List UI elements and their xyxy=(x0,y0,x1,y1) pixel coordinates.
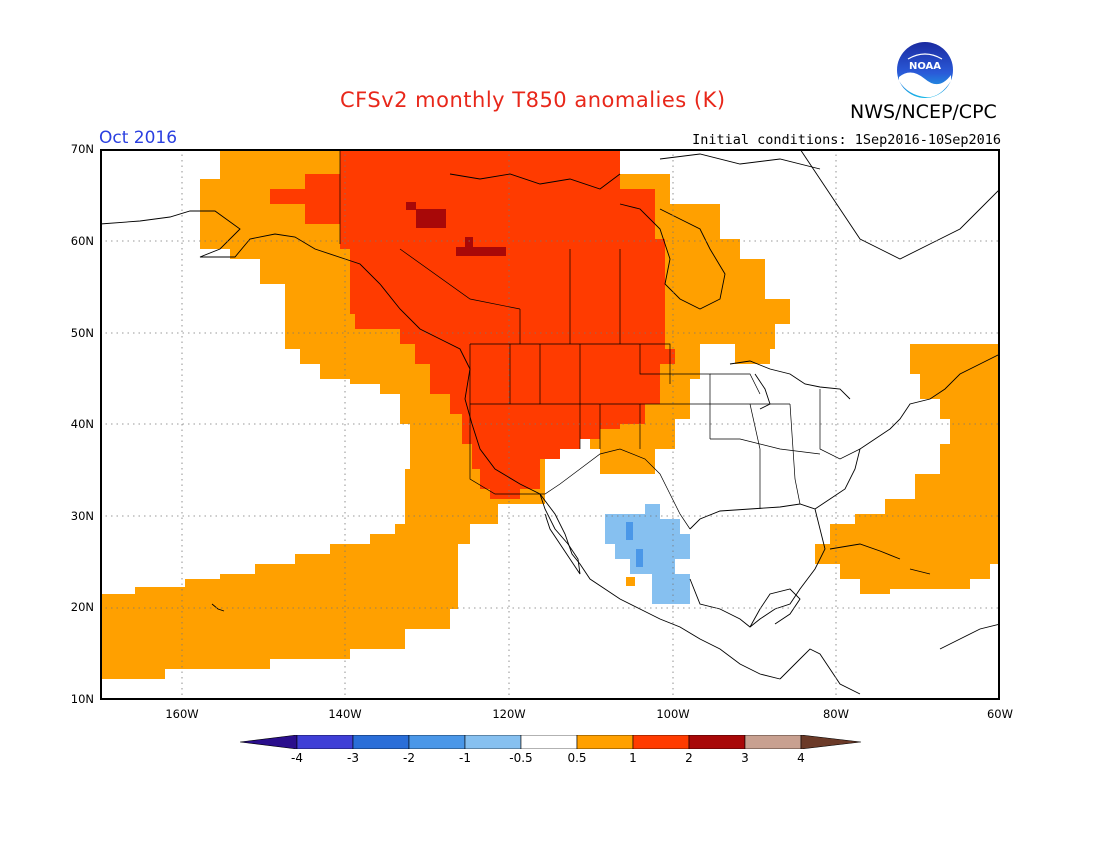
colorbar-label: 1 xyxy=(629,751,637,765)
forecast-month: Oct 2016 xyxy=(99,128,178,148)
coastlines xyxy=(100,149,1000,695)
lat-label: 30N xyxy=(70,509,94,523)
anomaly-region-2-3 xyxy=(456,247,506,256)
colorbar-label: -0.5 xyxy=(509,751,533,765)
colorbar-label: -1 xyxy=(459,751,471,765)
colorbar-label: 0.5 xyxy=(567,751,587,765)
lat-label: 50N xyxy=(70,326,94,340)
colorbar-segment xyxy=(408,735,466,749)
anomaly-region-neg1-neg2 xyxy=(636,549,643,567)
colorbar-segment xyxy=(688,735,746,749)
lat-label: 10N xyxy=(70,692,94,706)
colorbar-segment xyxy=(576,735,634,749)
lon-label: 120W xyxy=(492,707,526,721)
logo-text: NOAA xyxy=(909,61,941,72)
lat-label: 40N xyxy=(70,417,94,431)
lon-label: 80W xyxy=(822,707,849,721)
colorbar-segment xyxy=(296,735,354,749)
lat-label: 20N xyxy=(70,600,94,614)
colorbar-segment xyxy=(240,735,298,749)
lon-label: 160W xyxy=(165,707,199,721)
colorbar-label: 3 xyxy=(741,751,749,765)
anomaly-region-2-3 xyxy=(416,209,446,228)
agency-label: NWS/NCEP/CPC xyxy=(850,101,997,123)
colorbar-label: -2 xyxy=(403,751,415,765)
colorbar-label: 4 xyxy=(797,751,805,765)
colorbar-label: 2 xyxy=(685,751,693,765)
noaa-logo-icon: NOAA xyxy=(897,42,953,98)
anomaly-region-2-3 xyxy=(406,202,416,210)
gridlines xyxy=(100,149,1000,700)
political-borders xyxy=(339,149,861,530)
lon-label: 140W xyxy=(328,707,362,721)
map-title: CFSv2 monthly T850 anomalies (K) xyxy=(340,88,726,112)
colorbar-label: -4 xyxy=(291,751,303,765)
colorbar-segment xyxy=(352,735,410,749)
colorbar-segment xyxy=(744,735,802,749)
anomaly-region-1-2 xyxy=(270,149,675,499)
anomaly-region-neg1-neg2 xyxy=(626,522,633,540)
anomaly-map xyxy=(100,149,1000,700)
colorbar-label: -3 xyxy=(347,751,359,765)
lon-label: 100W xyxy=(656,707,690,721)
lat-label: 70N xyxy=(70,142,94,156)
colorbar-segment xyxy=(800,735,862,749)
anomaly-region-2-3 xyxy=(465,237,473,247)
colorbar xyxy=(240,735,862,749)
anomaly-region-0.5-1-mexico xyxy=(626,577,635,586)
initial-conditions: Initial conditions: 1Sep2016-10Sep2016 xyxy=(692,132,1001,148)
colorbar-segment xyxy=(632,735,690,749)
anomaly-region-0.5-1-atlantic xyxy=(815,344,1000,594)
lat-label: 60N xyxy=(70,234,94,248)
colorbar-segment xyxy=(464,735,522,749)
lon-label: 60W xyxy=(986,707,1013,721)
anomaly-region-neg05-neg1 xyxy=(605,504,690,604)
colorbar-segment xyxy=(520,735,578,749)
